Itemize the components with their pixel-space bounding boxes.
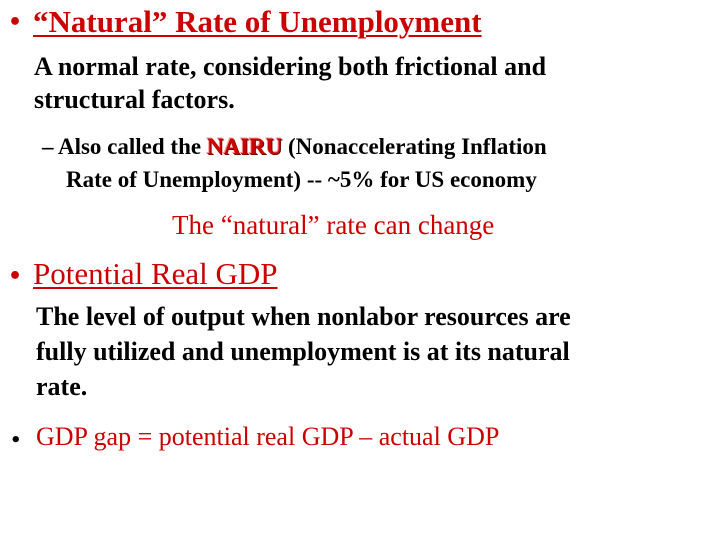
sub-bullet-prefix: Also called the: [57, 134, 207, 159]
potential-gdp-definition-line1: The level of output when nonlabor resour…: [36, 302, 571, 331]
natural-rate-definition-line2: structural factors.: [34, 85, 235, 114]
gdp-gap-definition: GDP gap = potential real GDP – actual GD…: [36, 422, 500, 451]
natural-rate-change-note: The “natural” rate can change: [172, 210, 495, 240]
sub-bullet-rest: (Nonaccelerating Inflation: [282, 134, 547, 159]
nairu-acronym: NAIRU: [206, 134, 283, 159]
sub-bullet-dash: –: [42, 134, 54, 159]
natural-rate-heading: “Natural” Rate of Unemployment: [33, 4, 482, 39]
bullet-dot: •: [8, 10, 23, 35]
bullet-dot: •: [10, 430, 22, 451]
potential-gdp-definition-line2: fully utilized and unemployment is at it…: [36, 337, 570, 366]
potential-gdp-heading: Potential Real GDP: [33, 256, 278, 291]
nairu-sub-line2: Rate of Unemployment) -- ~5% for US econ…: [66, 167, 537, 192]
potential-gdp-definition-line3: rate.: [36, 372, 88, 401]
natural-rate-definition-line1: A normal rate, considering both friction…: [34, 52, 547, 81]
bullet-dot: •: [8, 264, 23, 289]
nairu-sub-bullet: – Also called the NAIRU (Nonaccelerating…: [42, 134, 547, 160]
